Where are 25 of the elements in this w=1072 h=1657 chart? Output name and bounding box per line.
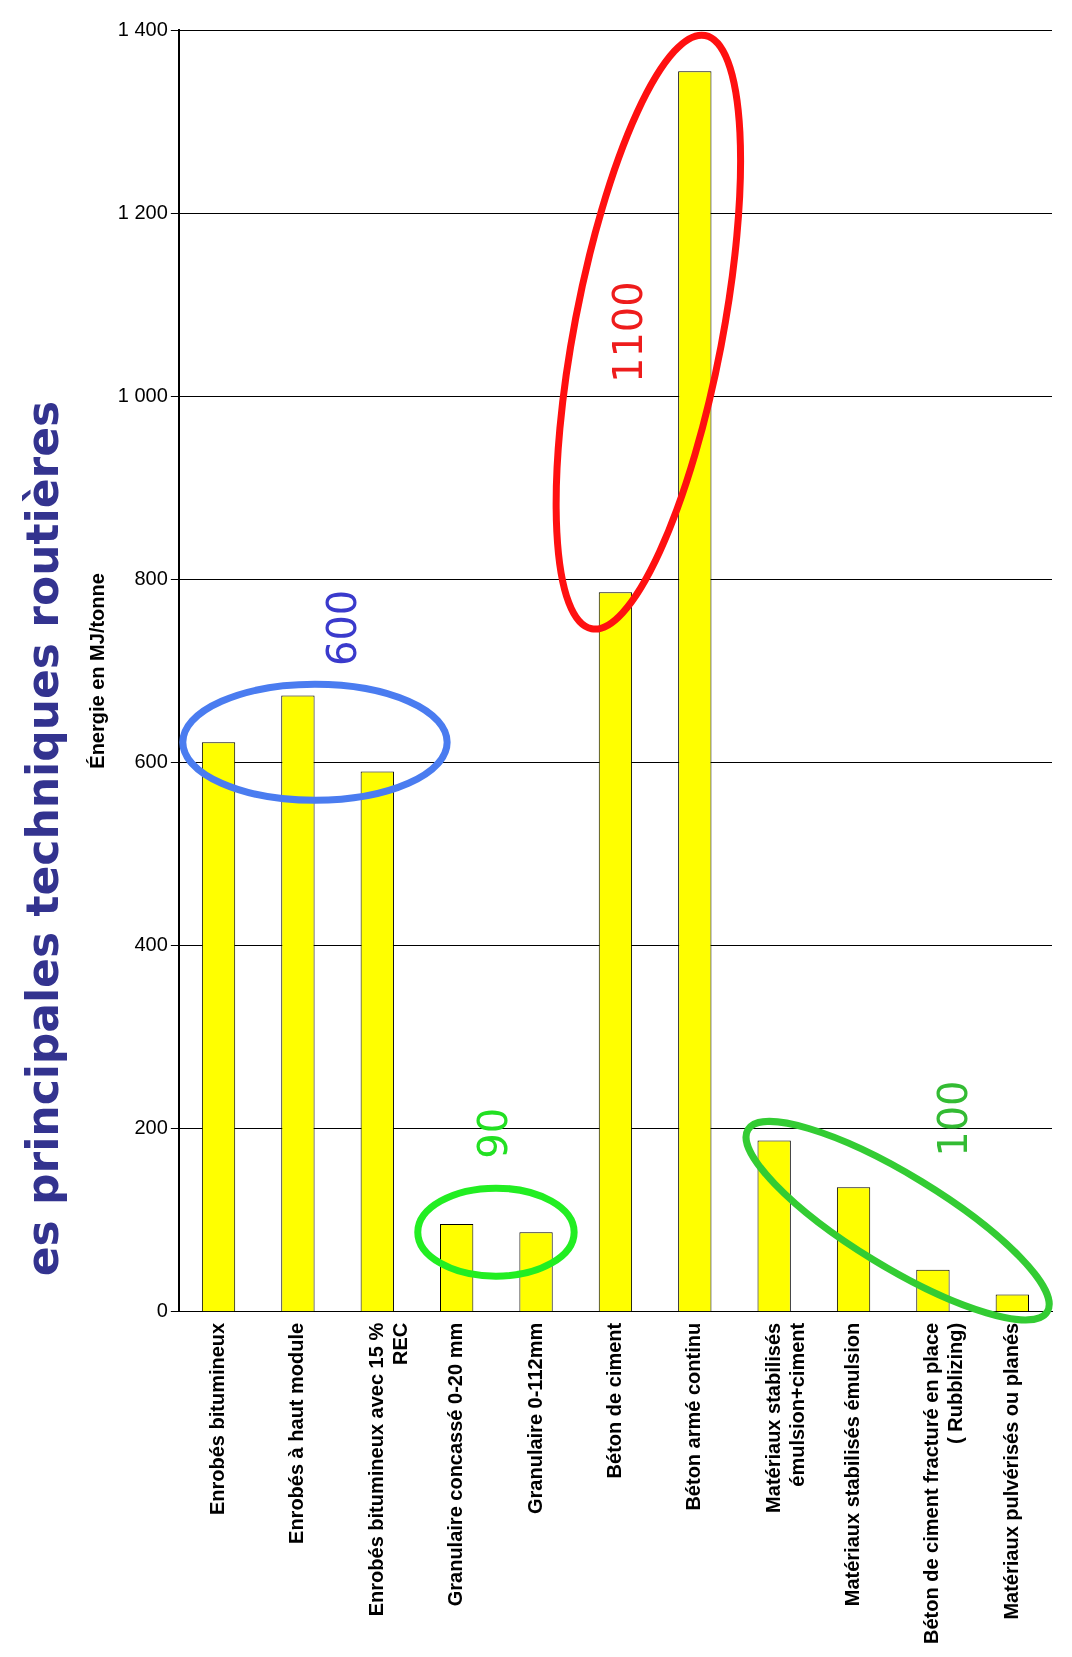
x-tick-label: Matériaux stabilisés émulsion [841,1322,864,1607]
y-tick-label: 800 [134,566,168,589]
x-tick-label: Enrobés à haut module [285,1322,308,1544]
y-tick-label: 200 [134,1116,168,1139]
x-tick-label: Béton de ciment [602,1322,625,1479]
x-tick-label: Matériaux stabilisés émulsion+ciment [761,1322,808,1513]
annotation: 1100 [604,281,651,384]
y-axis-title: Énergie en MJ/tonne [86,573,109,769]
y-tick-label: 1 200 [117,200,168,223]
y-tick-label: 1 000 [117,383,168,406]
annotation: 90 [469,1107,516,1159]
annotation: 600 [318,589,365,667]
x-tick-label: Granulaire 0-112mm [523,1322,546,1515]
x-tick-label: Béton de ciment fracturé en place ( Rubblizing) [920,1322,967,1644]
y-tick-label: 600 [134,749,168,772]
y-tick-label: 1 400 [117,17,168,40]
annotation: 100 [930,1080,977,1157]
x-tick-label: Enrobés bitumineux avec 15 % REC [364,1322,411,1617]
x-tick-label: Enrobés bitumineux [206,1322,229,1516]
y-tick-label: 400 [134,933,168,956]
y-tick-label: 0 [156,1299,168,1322]
x-tick-label: Matériaux pulvérisés ou planés [999,1322,1022,1620]
x-tick-label: Granulaire concassé 0-20 mm [444,1322,467,1607]
text: es principales techniques routières [16,400,68,1277]
x-tick-label: Béton armé continu [682,1322,705,1511]
